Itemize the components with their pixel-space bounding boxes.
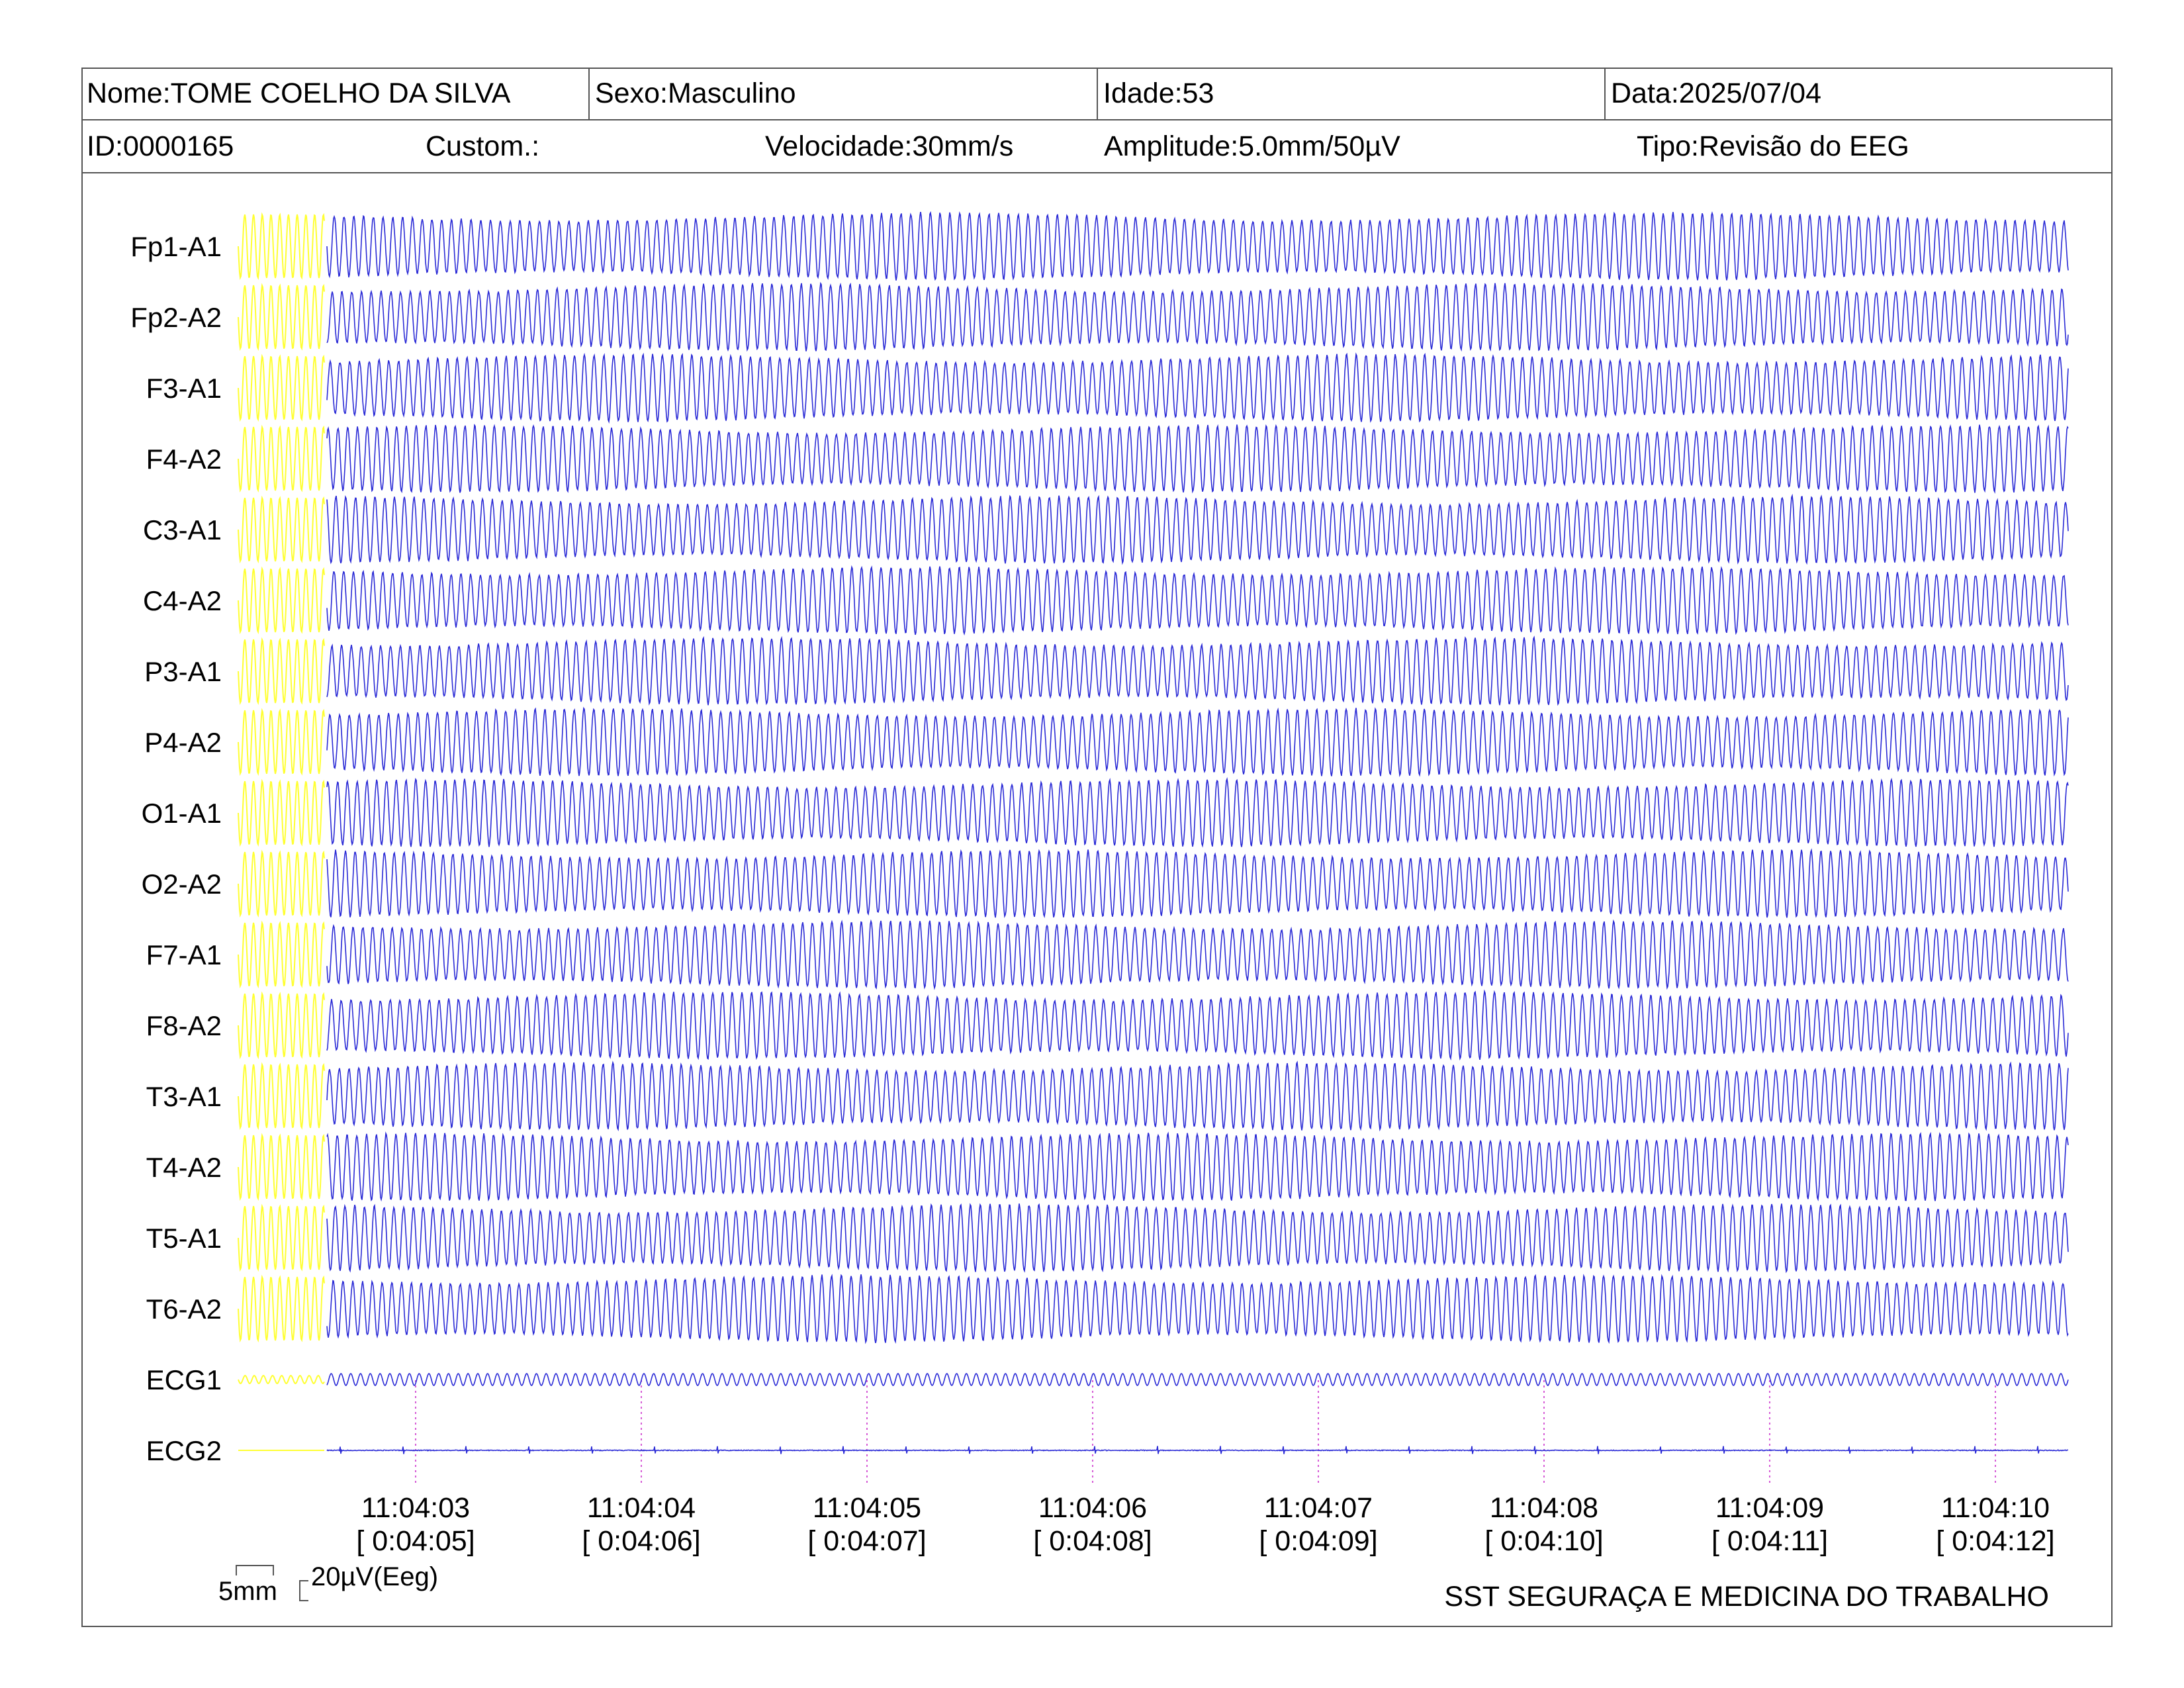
calibration-trace [238,353,325,422]
time-tick-elapsed: [ 0:04:05] [356,1525,475,1557]
amplitude-scale-bracket [299,1580,308,1601]
time-tick-elapsed: [ 0:04:09] [1259,1525,1377,1557]
calibration-trace [238,1274,325,1343]
eeg-trace [326,493,2069,565]
time-tick-elapsed: [ 0:04:08] [1033,1525,1152,1557]
calibration-trace [238,708,325,776]
time-tick-clock: 11:04:07 [1264,1492,1373,1524]
eeg-trace [326,635,2069,706]
calibration-trace [238,1374,325,1385]
time-scale: 5mm [218,1577,277,1606]
time-tick-clock: 11:04:09 [1715,1492,1824,1524]
channel-label: T6-A2 [146,1293,222,1325]
time-tick-elapsed: [ 0:04:11] [1711,1525,1828,1557]
channel-label: C4-A2 [143,585,222,616]
eeg-trace [326,776,2069,848]
calibration-trace [238,637,325,706]
eeg-trace [326,1446,2069,1454]
calibration-trace [238,566,325,635]
eeg-trace [326,848,2069,919]
channel-label: P3-A1 [144,656,222,687]
amplitude-scale: 20µV(Eeg) [311,1562,439,1591]
calibration-trace [238,424,325,493]
time-tick-elapsed: [ 0:04:10] [1484,1525,1603,1557]
eeg-trace [326,211,2069,281]
channel-label: F4-A2 [146,444,222,475]
patient-id: ID:0000165 [87,130,234,162]
header-row-2: ID:0000165 Custom.: Velocidade:30mm/s Am… [81,120,2113,173]
time-tick-clock: 11:04:04 [587,1492,696,1524]
calibration-trace [238,495,325,564]
calibration-trace [238,283,325,352]
patient-age: Idade:53 [1097,68,1604,119]
time-tick-clock: 11:04:06 [1038,1492,1147,1524]
patient-name: Nome:TOME COELHO DA SILVA [87,77,511,109]
calibration-trace [238,212,325,281]
channel-label: Fp2-A2 [130,302,222,333]
patient-sex: Sexo:Masculino [588,68,1097,119]
time-tick-elapsed: [ 0:04:06] [582,1525,700,1557]
time-scale-bracket [236,1565,274,1575]
time-tick-clock: 11:04:05 [813,1492,921,1524]
calibration-trace [238,991,325,1060]
calibration-trace [238,849,325,918]
calibration-trace [238,920,325,989]
time-tick-elapsed: [ 0:04:12] [1936,1525,2054,1557]
eeg-trace [326,281,2069,352]
eeg-trace [326,565,2069,636]
calibration-trace [238,1203,325,1272]
time-tick-clock: 11:04:10 [1941,1492,2050,1524]
eeg-trace [326,424,2069,494]
eeg-trace [326,352,2069,424]
eeg-trace [326,1372,2069,1387]
time-tick-clock: 11:04:08 [1490,1492,1598,1524]
calibration-trace [238,778,325,847]
time-tick-clock: 11:04:03 [361,1492,470,1524]
amplitude: Amplitude:5.0mm/50µV [1104,130,1400,162]
channel-label: T4-A2 [146,1152,222,1183]
calibration-trace [238,1133,325,1201]
eeg-trace [326,1203,2069,1274]
calibration-trace [238,1062,325,1131]
exam-date: Data:2025/07/04 [1604,68,2111,119]
speed: Velocidade:30mm/s [765,130,1014,162]
channel-label: F3-A1 [146,373,222,404]
eeg-trace [326,989,2069,1061]
channel-label: F8-A2 [146,1010,222,1041]
channel-label: T5-A1 [146,1223,222,1254]
eeg-trace [326,1131,2069,1202]
channel-label: O2-A2 [142,868,222,900]
eeg-trace [326,706,2069,777]
channel-label: ECG1 [146,1364,222,1395]
channel-label: F7-A1 [146,939,222,970]
channel-label: P4-A2 [144,727,222,758]
eeg-trace [326,1274,2069,1344]
channel-label: C3-A1 [143,514,222,545]
channel-label: ECG2 [146,1435,222,1466]
custom-field: Custom.: [426,130,540,162]
eeg-trace [326,919,2069,990]
channel-label: Fp1-A1 [130,231,222,262]
channel-label: O1-A1 [142,798,222,829]
time-tick-elapsed: [ 0:04:07] [807,1525,926,1557]
header-row-1: Nome:TOME COELHO DA SILVA Sexo:Masculino… [81,68,2113,120]
channel-label: T3-A1 [146,1081,222,1112]
footer-company: SST SEGURAÇA E MEDICINA DO TRABALHO [1444,1581,2049,1613]
eeg-trace [326,1060,2069,1132]
exam-type: Tipo:Revisão do EEG [1637,130,1909,162]
